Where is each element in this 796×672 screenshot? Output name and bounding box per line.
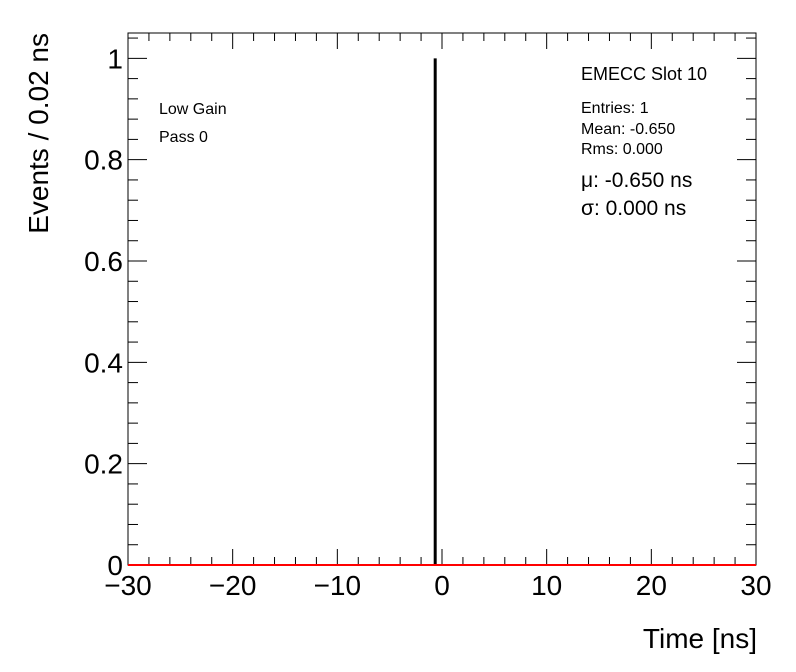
minor-ticks — [128, 33, 756, 565]
fit-sigma: σ: 0.000 ns — [581, 197, 686, 220]
y-tick-label: 1 — [107, 43, 123, 74]
x-tick-label: 10 — [531, 570, 562, 601]
pass-label: Pass 0 — [159, 129, 208, 146]
x-tick-label: 0 — [434, 570, 450, 601]
y-tick-label: 0.2 — [84, 449, 123, 480]
stats-rms: Rms: 0.000 — [581, 141, 663, 158]
fit-mu: μ: -0.650 ns — [581, 169, 692, 192]
x-tick-label: −20 — [209, 570, 257, 601]
stats-entries: Entries: 1 — [581, 100, 649, 117]
x-tick-label: −30 — [104, 570, 152, 601]
x-tick-label: 20 — [636, 570, 667, 601]
x-tick-label: 30 — [740, 570, 771, 601]
y-tick-label: 0.6 — [84, 246, 123, 277]
x-axis-label: Time [ns] — [643, 623, 757, 654]
y-tick-label: 0 — [107, 550, 123, 581]
x-axis: −30 −20 −10 0 10 20 30 — [104, 33, 772, 601]
y-axis: 0 0.2 0.4 0.6 0.8 1 — [84, 43, 756, 581]
series-layer — [128, 58, 756, 566]
y-axis-label: Events / 0.02 ns — [23, 33, 54, 234]
y-tick-label: 0.4 — [84, 347, 123, 378]
gain-label: Low Gain — [159, 101, 227, 118]
y-tick-label: 0.8 — [84, 145, 123, 176]
slot-title: EMECC Slot 10 — [581, 64, 707, 84]
x-tick-label: −10 — [314, 570, 362, 601]
stats-mean: Mean: -0.650 — [581, 121, 675, 138]
